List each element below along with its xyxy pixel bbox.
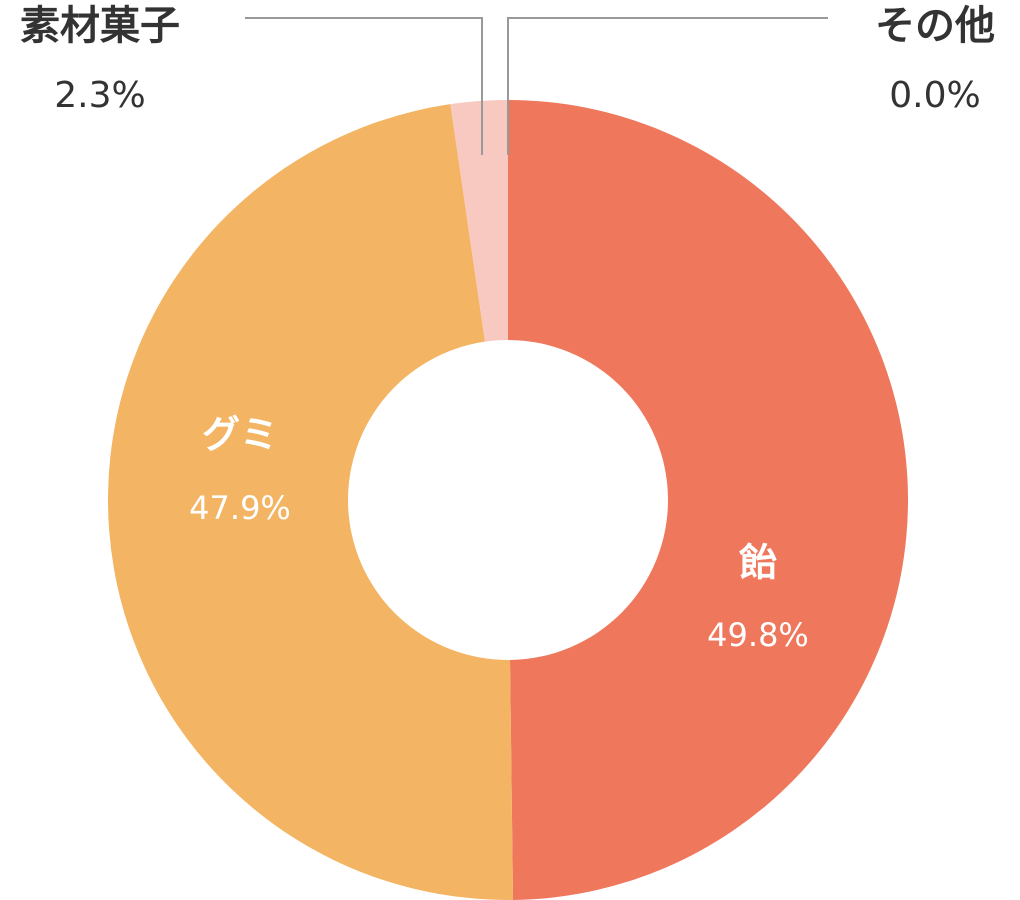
value-label: 2.3% xyxy=(54,75,145,116)
slice xyxy=(508,100,909,900)
category-label: 素材菓子 xyxy=(20,3,180,49)
category-label: グミ xyxy=(202,413,278,457)
leader-line xyxy=(245,17,483,155)
slice xyxy=(107,104,514,900)
category-label: 飴 xyxy=(739,541,777,585)
value-label: 47.9% xyxy=(189,489,291,527)
category-label: その他 xyxy=(875,3,995,49)
slice xyxy=(450,100,508,342)
value-label: 49.8% xyxy=(707,616,809,654)
leader-line xyxy=(507,17,828,155)
value-label: 0.0% xyxy=(889,75,980,116)
